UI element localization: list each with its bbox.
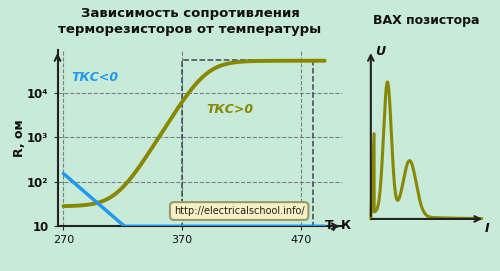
Text: I: I <box>485 222 490 235</box>
Y-axis label: R, ом: R, ом <box>12 120 26 157</box>
Text: U: U <box>376 44 386 57</box>
Text: http://electricalschool.info/: http://electricalschool.info/ <box>174 206 304 216</box>
Text: T, К: T, К <box>324 220 351 233</box>
Text: ТКС<0: ТКС<0 <box>72 71 119 84</box>
Text: ВАХ позистора: ВАХ позистора <box>373 14 480 27</box>
Text: Зависимость сопротивления
терморезисторов от температуры: Зависимость сопротивления терморезисторо… <box>58 7 322 36</box>
Text: ТКС>0: ТКС>0 <box>206 103 253 116</box>
